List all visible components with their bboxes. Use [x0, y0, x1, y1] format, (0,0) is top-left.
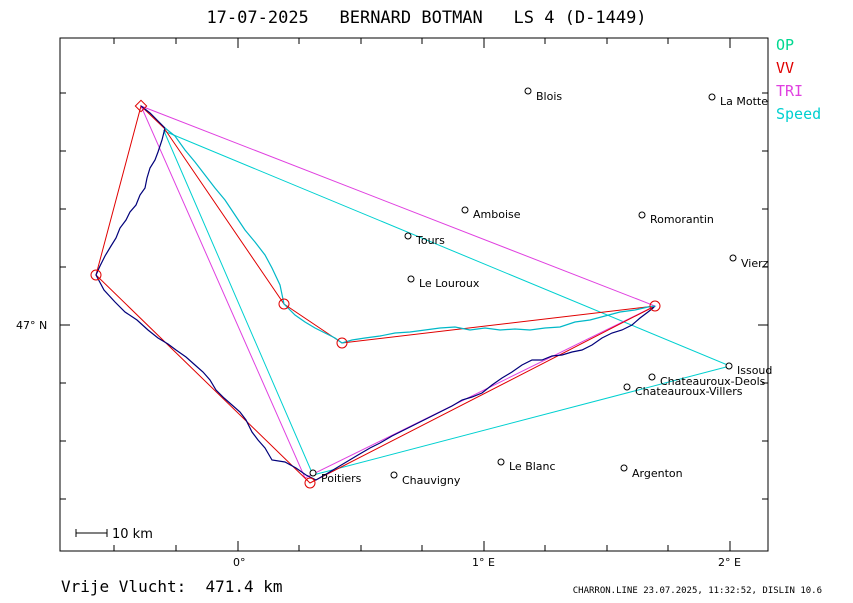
city-vierz: Vierz	[741, 257, 769, 270]
legend-vv: VV	[776, 59, 795, 77]
scale-label: 10 km	[112, 527, 153, 542]
city-le-blanc: Le Blanc	[509, 460, 556, 473]
city-la-motte: La Motte	[720, 95, 768, 108]
turnpoints	[90, 99, 661, 489]
map-frame	[59, 37, 769, 552]
city-tours: Tours	[415, 234, 445, 247]
city-issoud: Issoud	[737, 364, 772, 377]
city-chauvigny: Chauvigny	[402, 474, 461, 487]
software-credit: CHARRON.LINE 23.07.2025, 11:32:52, DISLI…	[572, 586, 822, 596]
city-le-louroux: Le Louroux	[419, 277, 480, 290]
lat-label: 47° N	[16, 319, 47, 332]
city-romorantin: Romorantin	[650, 213, 714, 226]
city-amboise: Amboise	[473, 208, 521, 221]
city-argenton: Argenton	[632, 467, 683, 480]
map-ticks	[60, 38, 768, 551]
legend-speed: Speed	[776, 105, 822, 123]
free-flight-distance: Vrije Vlucht: 471.4 km	[61, 577, 283, 596]
tri-polygon	[140, 105, 657, 479]
legend-tri: TRI	[776, 82, 804, 100]
city-blois: Blois	[536, 90, 562, 103]
lon-label-2: 2° E	[718, 556, 741, 569]
legend: OP VV TRI Speed	[776, 34, 821, 126]
vv-polyline	[95, 105, 656, 484]
legend-op: OP	[776, 36, 795, 54]
city-markers	[309, 87, 737, 479]
city-poitiers: Poitiers	[321, 472, 362, 485]
scale-bar	[75, 529, 108, 537]
lon-label-0: 0°	[233, 556, 246, 569]
flight-track	[95, 105, 656, 481]
city-chateauroux-deols: Chateauroux-Deols	[660, 375, 766, 388]
map-title: 17-07-2025 BERNARD BOTMAN LS 4 (D-1449)	[206, 8, 647, 28]
city-chateauroux-villers: Chateauroux-Villers	[635, 385, 743, 398]
flight-track-cyan	[164, 127, 656, 344]
lon-label-1: 1° E	[472, 556, 495, 569]
speed-polygon	[163, 130, 732, 476]
